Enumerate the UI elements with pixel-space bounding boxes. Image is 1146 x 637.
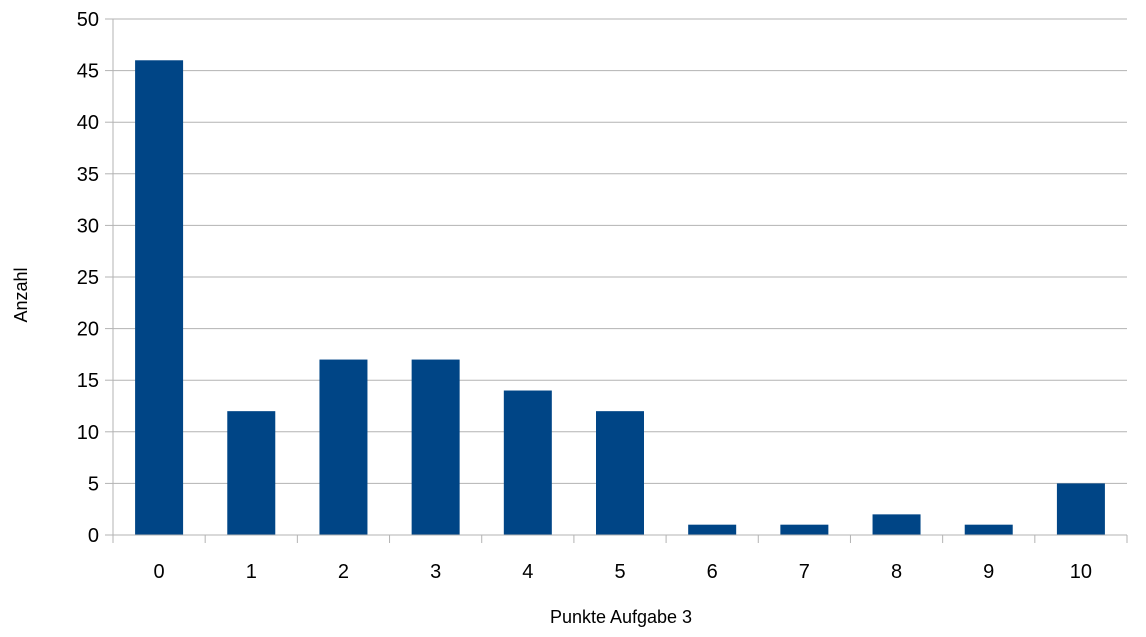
y-tick-label: 5 bbox=[88, 473, 99, 495]
y-tick-label: 20 bbox=[77, 319, 99, 341]
bar bbox=[227, 411, 276, 535]
bar bbox=[503, 390, 552, 535]
y-tick-label: 40 bbox=[77, 112, 99, 134]
bar bbox=[135, 60, 184, 535]
axes bbox=[112, 19, 1127, 536]
x-axis-ticks: 0 1 2 3 4 5 6 7 8 9 10 bbox=[112, 535, 1128, 583]
bar bbox=[780, 524, 829, 535]
x-tick-label: 2 bbox=[338, 561, 349, 583]
x-tick-label: 6 bbox=[707, 561, 718, 583]
y-tick-label: 50 bbox=[77, 9, 99, 31]
bar bbox=[596, 411, 644, 535]
x-tick-label: 1 bbox=[246, 561, 257, 583]
y-tick-label: 25 bbox=[77, 267, 99, 289]
x-tick-label: 8 bbox=[891, 561, 902, 583]
y-axis-title: Anzahl bbox=[11, 267, 31, 322]
bar bbox=[319, 359, 368, 535]
y-tick-label: 15 bbox=[77, 370, 99, 392]
bar bbox=[1056, 483, 1105, 535]
bars bbox=[135, 60, 1105, 535]
x-tick-label: 0 bbox=[154, 561, 165, 583]
y-tick-label: 35 bbox=[77, 164, 99, 186]
y-axis-ticks: 0 5 10 15 20 25 30 35 40 45 50 bbox=[77, 9, 113, 547]
bar bbox=[964, 524, 1013, 535]
bar bbox=[411, 359, 460, 535]
x-tick-label: 3 bbox=[430, 561, 441, 583]
x-tick-label: 10 bbox=[1070, 561, 1092, 583]
x-axis-title: Punkte Aufgabe 3 bbox=[550, 607, 692, 627]
bar bbox=[872, 514, 921, 535]
bar bbox=[688, 524, 737, 535]
x-tick-label: 9 bbox=[983, 561, 994, 583]
x-tick-label: 4 bbox=[522, 561, 533, 583]
x-tick-label: 5 bbox=[614, 561, 625, 583]
y-tick-label: 0 bbox=[88, 525, 99, 547]
y-tick-label: 30 bbox=[77, 215, 99, 237]
y-tick-label: 10 bbox=[77, 422, 99, 444]
x-tick-label: 7 bbox=[799, 561, 810, 583]
gridlines bbox=[113, 18, 1127, 536]
y-tick-label: 45 bbox=[77, 61, 99, 83]
